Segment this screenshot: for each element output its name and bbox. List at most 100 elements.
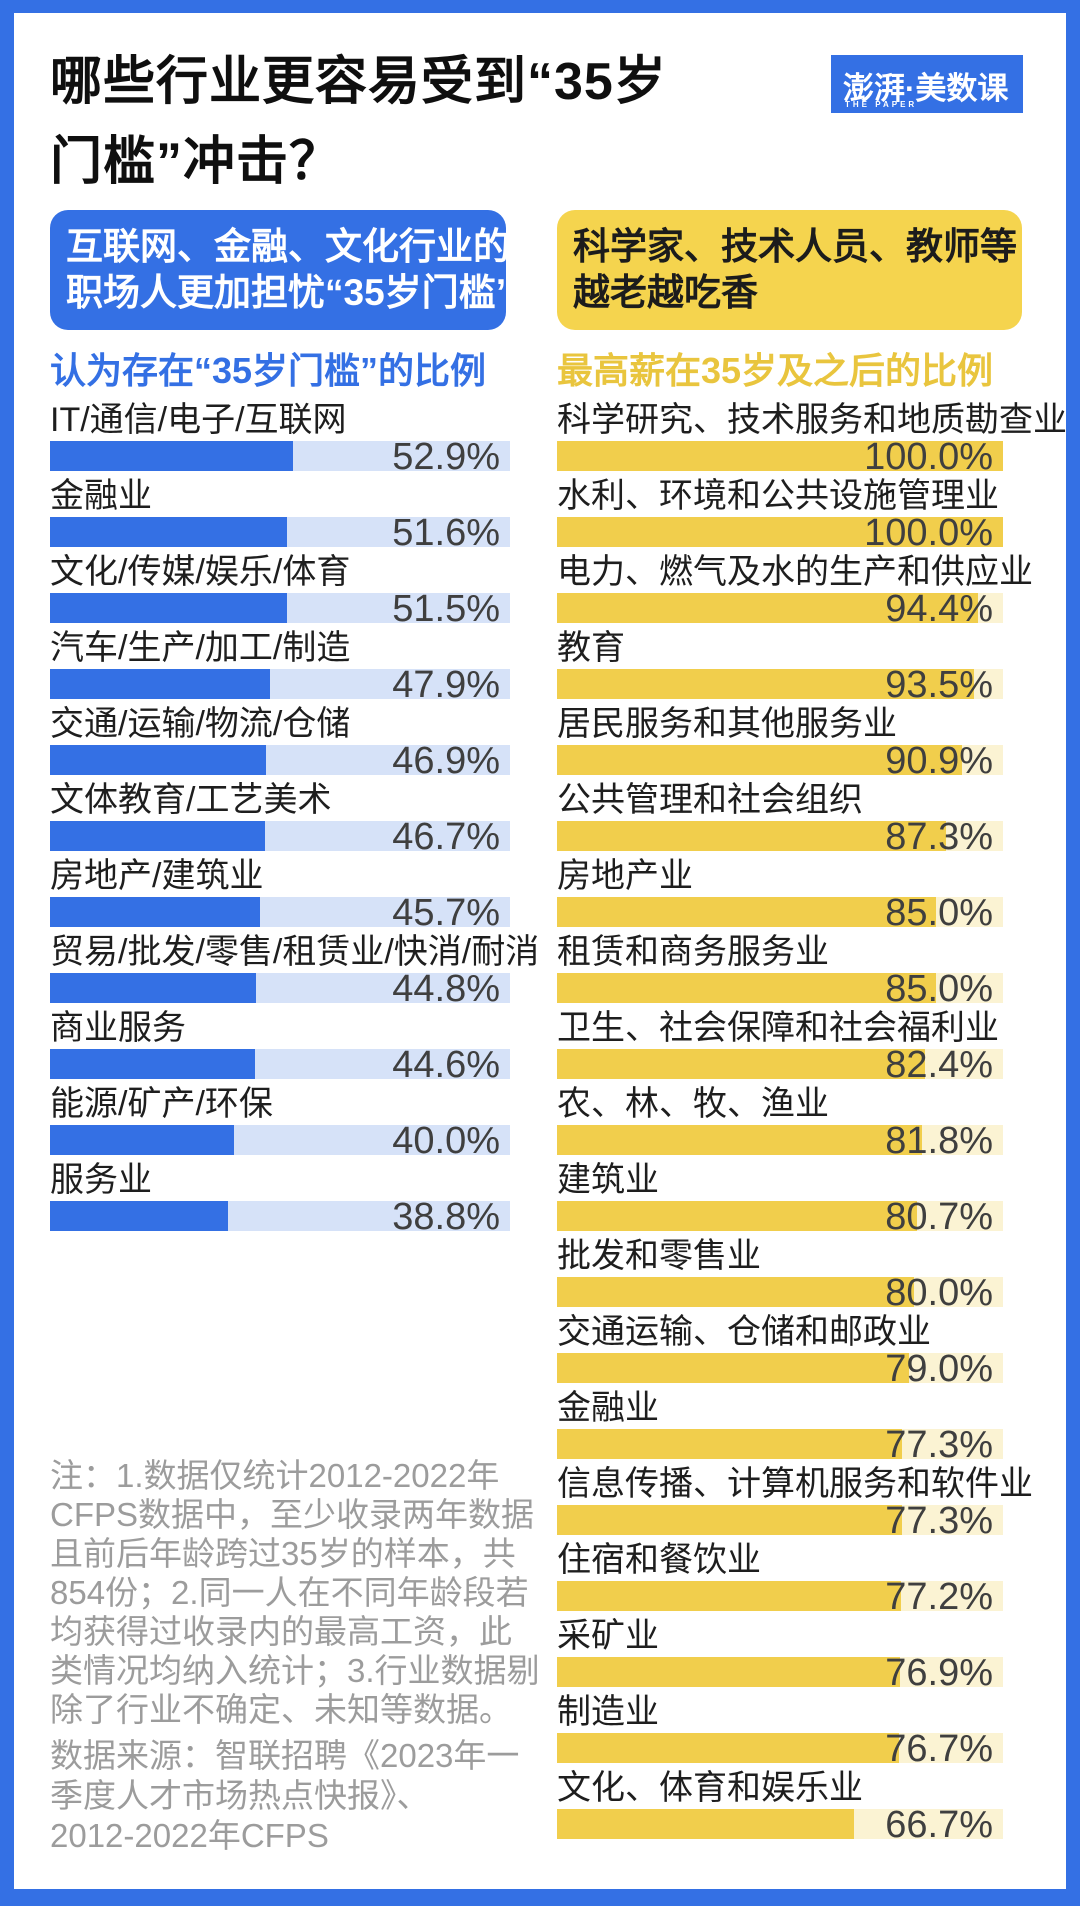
source-line: 2012-2022年CFPS: [50, 1817, 329, 1854]
bar-value: 80.0%: [885, 1271, 993, 1314]
bar-fill: [557, 441, 1003, 471]
note-line: 均获得过收录内的最高工资，此: [50, 1613, 512, 1650]
bar-label: 住宿和餐饮业: [557, 1541, 761, 1579]
bar-track: 80.0%: [557, 1274, 1003, 1312]
bar-fill: [50, 821, 265, 851]
bar-fill: [557, 1505, 902, 1535]
bar-fill: [557, 897, 937, 927]
bar-track: 100.0%: [557, 438, 1003, 476]
right-bar-chart: 科学研究、技术服务和地质勘查业 100.0% 水利、环境和公共设施管理业 100…: [557, 400, 1067, 1844]
right-headline-box: 科学家、技术人员、教师等 越老越吃香: [557, 210, 1022, 330]
bar-row: 房地产业 85.0%: [557, 856, 1003, 932]
bar-label: 采矿业: [557, 1617, 659, 1655]
bar-fill: [557, 593, 979, 623]
note-line: 除了行业不确定、未知等数据。: [50, 1691, 512, 1728]
bar-value: 76.9%: [885, 1651, 993, 1694]
logo-text: 澎湃·美数课: [843, 71, 1009, 106]
bar-track: 51.6%: [50, 514, 510, 552]
bar-row: 能源/矿产/环保 40.0%: [50, 1084, 510, 1160]
bar-row: IT/通信/电子/互联网 52.9%: [50, 400, 510, 476]
bar-value: 85.0%: [885, 967, 993, 1010]
bar-value: 85.0%: [885, 891, 993, 934]
bar-fill: [50, 1049, 256, 1079]
bar-track: 44.8%: [50, 970, 510, 1008]
left-bar-chart: IT/通信/电子/互联网 52.9% 金融业 51.6% 文化/传媒/娱乐/体育: [50, 400, 539, 1236]
left-headline-box: 互联网、金融、文化行业的 职场人更加担忧“35岁门槛”: [50, 210, 515, 330]
bar-label: 水利、环境和公共设施管理业: [557, 477, 999, 515]
bar-fill: [50, 1201, 229, 1231]
bar-fill: [557, 821, 947, 851]
bar-label: 租赁和商务服务业: [557, 933, 829, 971]
bar-value: 77.3%: [885, 1423, 993, 1466]
bar-label: 制造业: [557, 1693, 659, 1731]
bar-row: 金融业 51.6%: [50, 476, 510, 552]
bar-row: 水利、环境和公共设施管理业 100.0%: [557, 476, 1003, 552]
bar-value: 38.8%: [392, 1195, 500, 1238]
bar-row: 商业服务 44.6%: [50, 1008, 510, 1084]
bar-track: 51.5%: [50, 590, 510, 628]
page-title-line-2: 门槛”冲击？: [50, 133, 343, 191]
bar-row: 服务业 38.8%: [50, 1160, 510, 1236]
bar-track: 82.4%: [557, 1046, 1003, 1084]
bar-fill: [557, 1277, 914, 1307]
bar-fill: [557, 1733, 900, 1763]
note-line: 类情况均纳入统计；3.行业数据剔: [50, 1652, 540, 1689]
bar-label: IT/通信/电子/互联网: [50, 401, 347, 439]
right-headline-line-1: 科学家、技术人员、教师等: [573, 226, 1017, 267]
footnote: 注：1.数据仅统计2012-2022年 CFPS数据中，至少收录两年数据 且前后…: [50, 1456, 540, 1856]
bar-fill: [557, 1657, 900, 1687]
bar-track: 66.7%: [557, 1806, 1003, 1844]
bar-track: 38.8%: [50, 1198, 510, 1236]
publisher-logo: 澎湃·美数课 THE PAPER: [831, 55, 1023, 113]
bar-track: 81.8%: [557, 1122, 1003, 1160]
left-headline-line-2: 职场人更加担忧“35岁门槛”: [66, 272, 515, 313]
source-line: 季度人才市场热点快报》、: [50, 1777, 430, 1814]
bar-row: 租赁和商务服务业 85.0%: [557, 932, 1003, 1008]
left-chart-subtitle: 认为存在“35岁门槛”的比例: [50, 350, 487, 391]
bar-value: 100.0%: [864, 511, 993, 554]
page-title: 哪些行业更容易受到“35岁 门槛”冲击？: [50, 42, 667, 202]
bar-fill: [557, 1581, 902, 1611]
bar-value: 81.8%: [885, 1119, 993, 1162]
bar-value: 94.4%: [885, 587, 993, 630]
bar-value: 52.9%: [392, 435, 500, 478]
logo-subtext: THE PAPER: [845, 100, 918, 109]
bar-track: 77.2%: [557, 1578, 1003, 1616]
right-headline-line-2: 越老越吃香: [573, 272, 758, 313]
bar-value: 76.7%: [885, 1727, 993, 1770]
bar-label: 科学研究、技术服务和地质勘查业: [557, 401, 1067, 439]
bar-row: 建筑业 80.7%: [557, 1160, 1003, 1236]
bar-fill: [50, 441, 294, 471]
bar-track: 52.9%: [50, 438, 510, 476]
bar-track: 46.7%: [50, 818, 510, 856]
bar-label: 文体教育/工艺美术: [50, 781, 332, 819]
bar-label: 交通/运输/物流/仓储: [50, 705, 351, 743]
bar-label: 公共管理和社会组织: [557, 781, 863, 819]
bar-track: 76.9%: [557, 1654, 1003, 1692]
bar-track: 85.0%: [557, 894, 1003, 932]
bar-track: 47.9%: [50, 666, 510, 704]
bar-value: 66.7%: [885, 1803, 993, 1846]
bar-label: 信息传播、计算机服务和软件业: [557, 1465, 1033, 1503]
bar-fill: [50, 517, 288, 547]
bar-value: 82.4%: [885, 1043, 993, 1086]
bar-track: 85.0%: [557, 970, 1003, 1008]
bar-label: 文化、体育和娱乐业: [557, 1769, 863, 1807]
bar-track: 40.0%: [50, 1122, 510, 1160]
source-lines: 数据来源：智联招聘《2023年一 季度人才市场热点快报》、 2012-2022年…: [50, 1736, 519, 1856]
bar-row: 金融业 77.3%: [557, 1388, 1003, 1464]
right-chart-subtitle: 最高薪在35岁及之后的比例: [557, 350, 994, 391]
bar-label: 能源/矿产/环保: [50, 1085, 273, 1123]
bar-label: 商业服务: [50, 1009, 186, 1047]
bar-label: 建筑业: [557, 1161, 659, 1199]
bar-row: 住宿和餐饮业 77.2%: [557, 1540, 1003, 1616]
bar-value: 51.5%: [392, 587, 500, 630]
bar-value: 44.6%: [392, 1043, 500, 1086]
bar-label: 电力、燃气及水的生产和供应业: [557, 553, 1033, 591]
note-line: 注：1.数据仅统计2012-2022年: [50, 1457, 500, 1494]
bar-value: 79.0%: [885, 1347, 993, 1390]
bar-value: 45.7%: [392, 891, 500, 934]
bar-label: 批发和零售业: [557, 1237, 761, 1275]
bar-label: 房地产/建筑业: [50, 857, 264, 895]
bar-fill: [557, 1049, 925, 1079]
